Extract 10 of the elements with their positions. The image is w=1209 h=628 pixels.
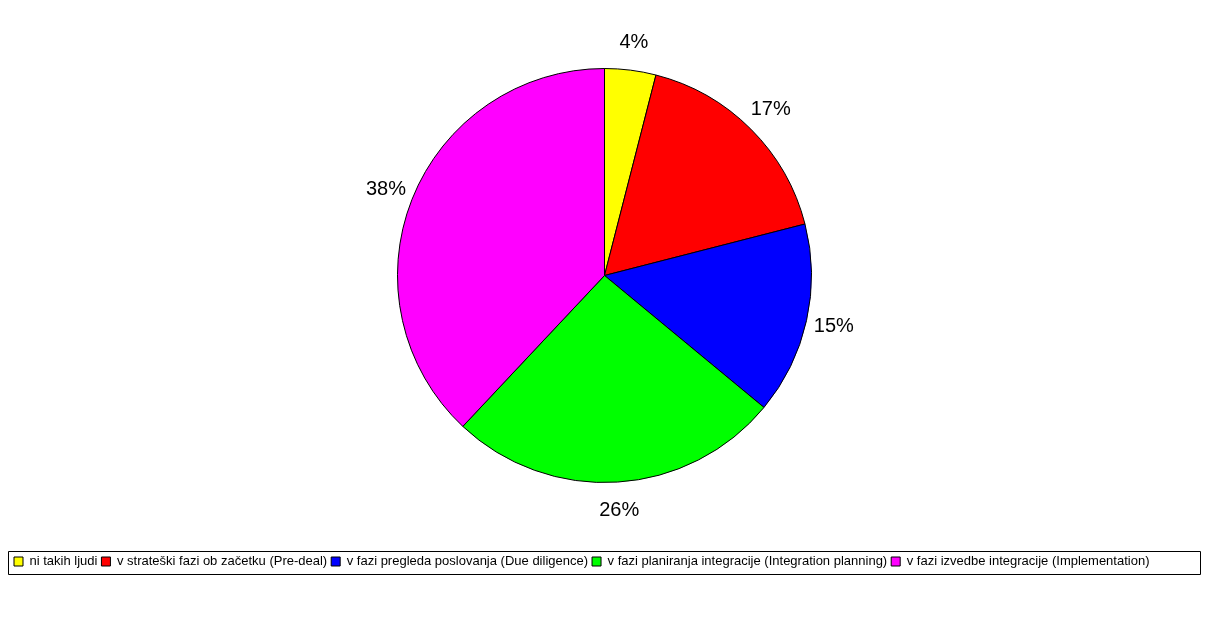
legend-label: v strateški fazi ob začetku (Pre-deal)	[116, 553, 328, 569]
data-label: 17%	[750, 96, 791, 119]
data-label: 38%	[365, 176, 407, 199]
data-label: 4%	[619, 29, 649, 52]
data-label: 26%	[599, 497, 640, 520]
legend-label: ni takih ljudi	[29, 553, 98, 569]
legend-label: v fazi izvedbe integracije (Implementation)	[906, 553, 1150, 569]
legend-label: v fazi pregleda poslovanja (Due diligence)	[346, 553, 589, 569]
legend-label: v fazi planiranja integracije (Integration planning)	[607, 553, 888, 569]
data-label: 15%	[813, 314, 855, 337]
